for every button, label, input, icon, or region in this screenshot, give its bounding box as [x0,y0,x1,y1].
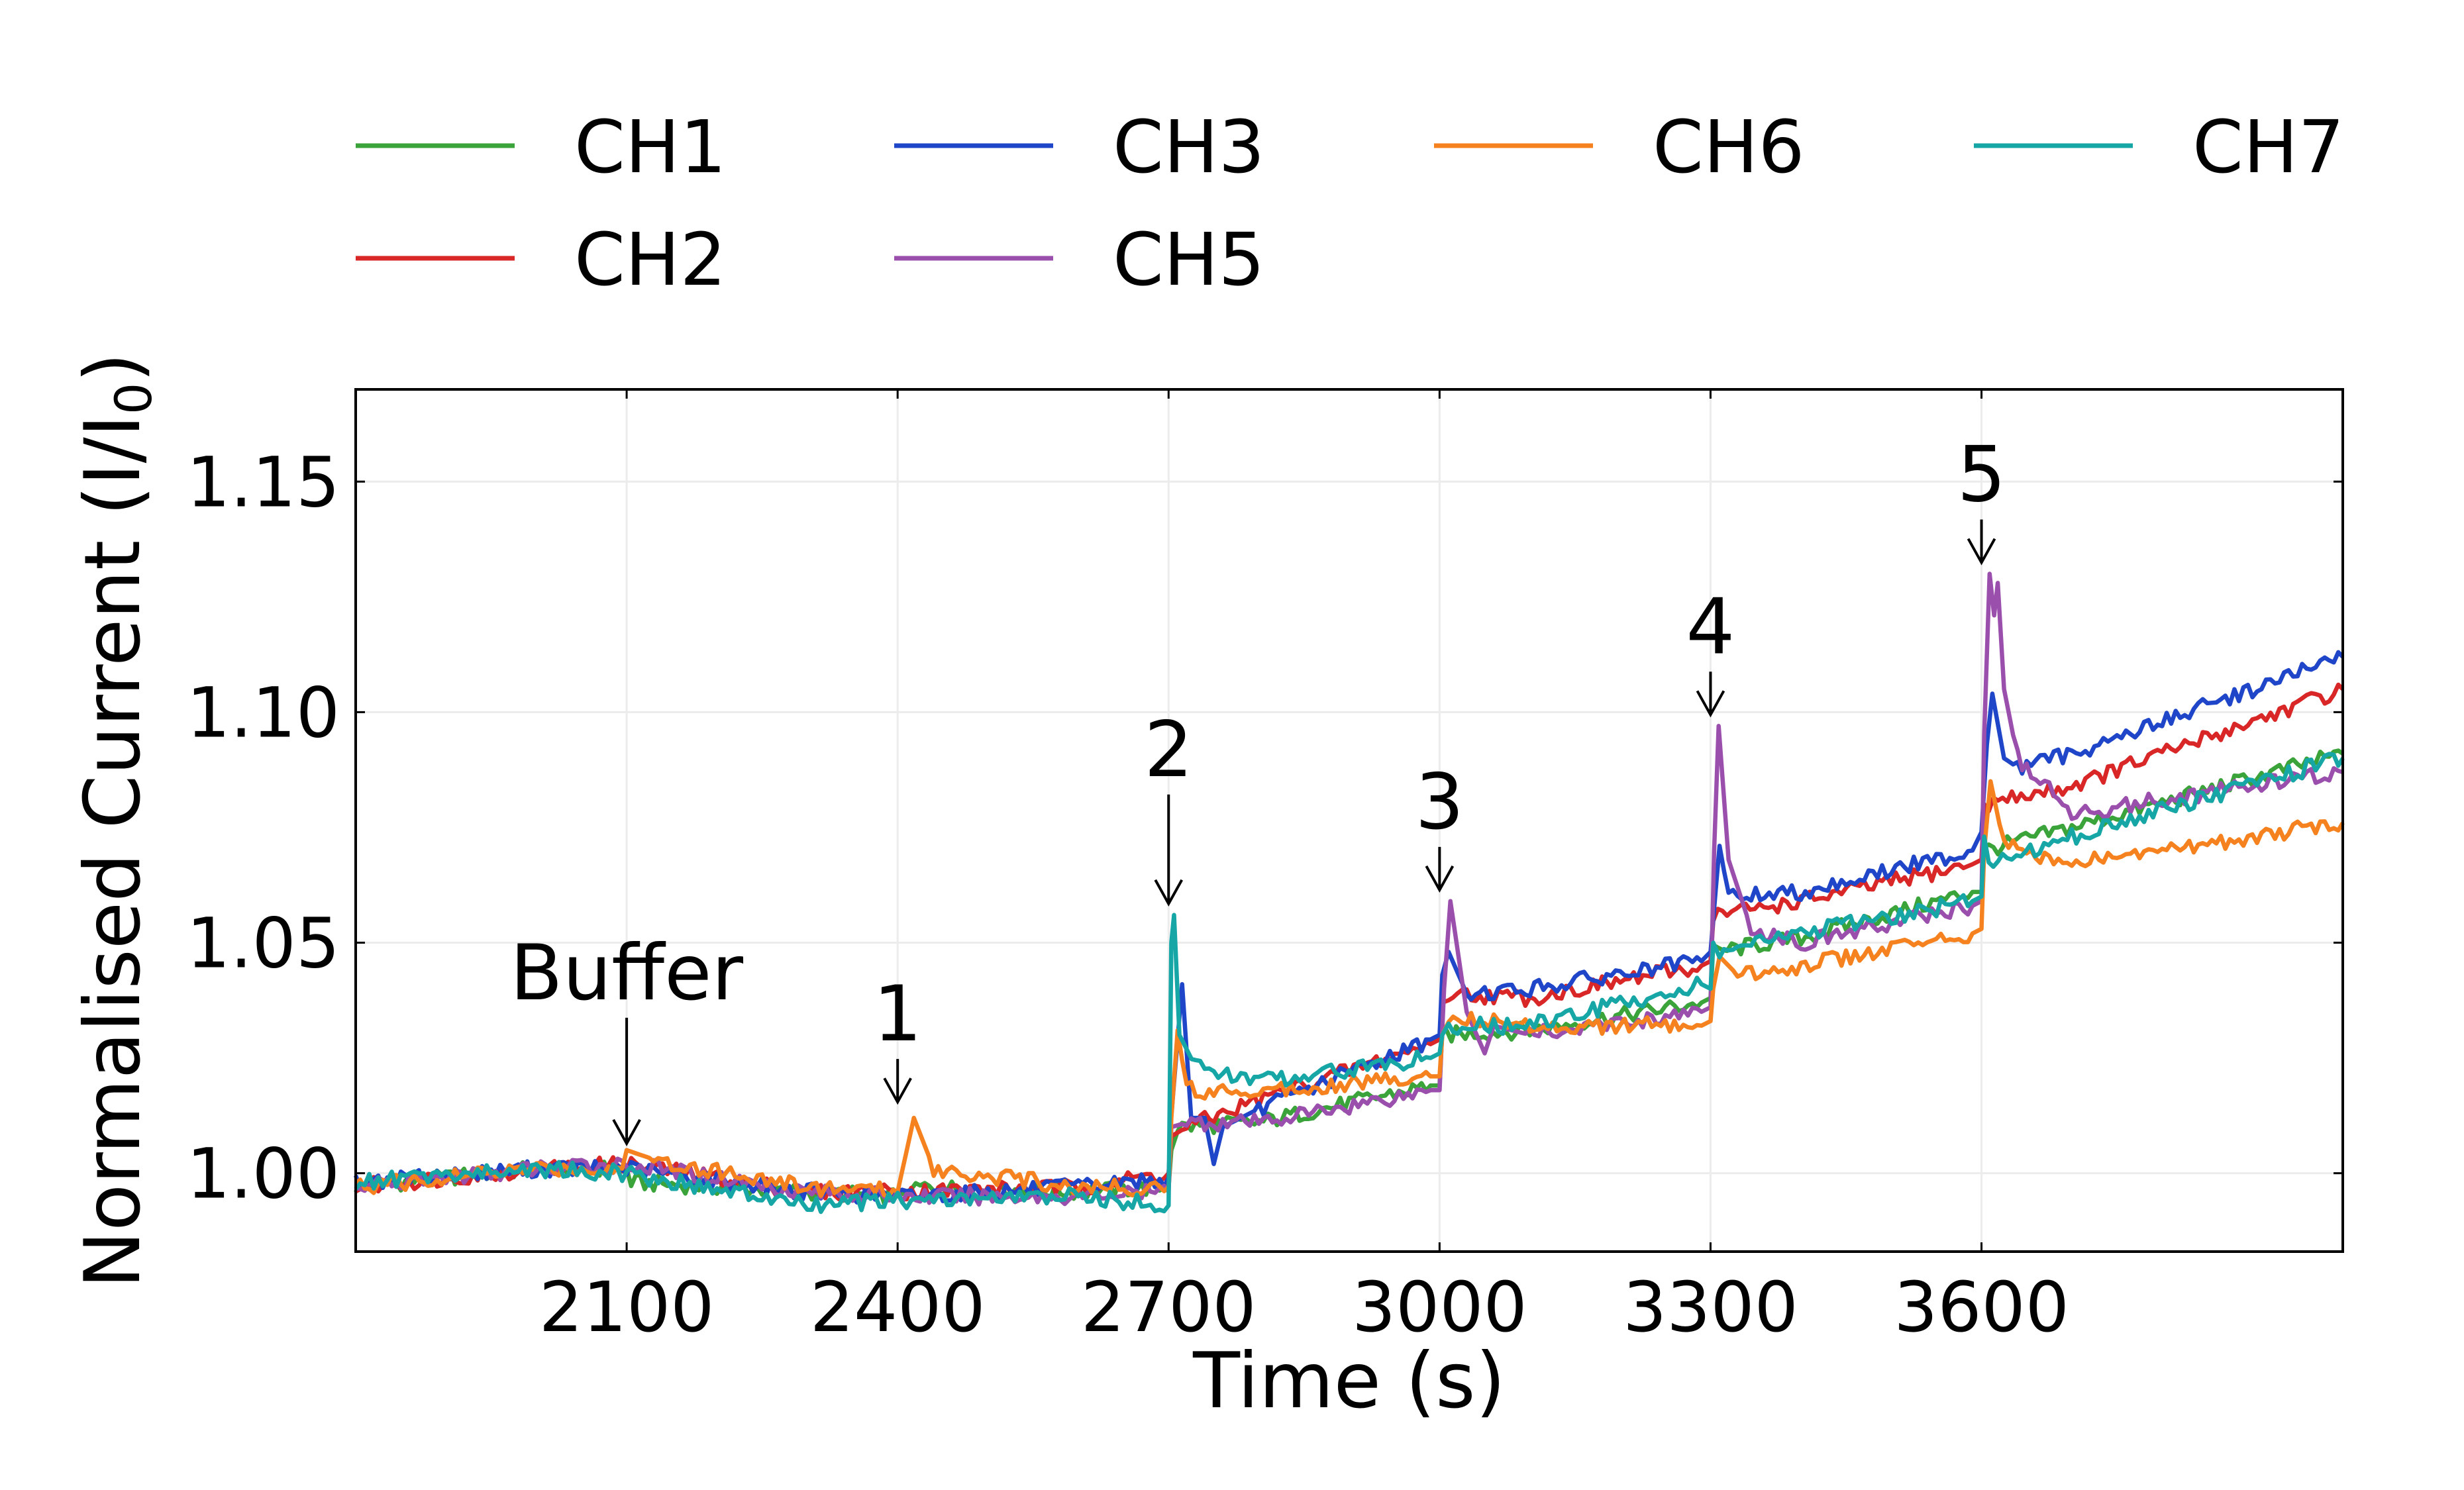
series-layer [353,571,2345,1215]
annotation-arrow-head [883,1077,912,1105]
annotation-label: 1 [873,969,922,1059]
axis-ticks: 2100 2400 2700 3000 3300 3600 1.00 1.05 1.10 1.15 [186,389,2343,1348]
x-tick-label: 3300 [1623,1267,1798,1348]
x-tick-label: 2100 [539,1267,715,1348]
y-tick-label: 1.15 [186,442,340,522]
x-tick-label: 3000 [1352,1267,1527,1348]
y-axis-title: Normalised Current (I/I0) [68,352,163,1288]
x-tick-label: 2700 [1081,1267,1257,1348]
series-line-ch6 [354,779,2345,1199]
annotation-arrow-head [612,1118,641,1146]
legend-label-ch2: CH2 [574,217,727,302]
y-axis-title-main: Normalised Current (I/I [68,415,158,1289]
y-axis-title-close: ) [68,352,158,382]
series-line-ch5 [355,571,2343,1207]
legend-label-ch3: CH3 [1113,105,1265,189]
annotation-arrow-head [1425,865,1455,893]
y-tick-label: 1.05 [186,903,340,984]
grid [356,389,2343,1252]
annotation-label: 3 [1415,758,1464,847]
legend-label-ch5: CH5 [1113,217,1265,302]
legend-label-ch6: CH6 [1653,105,1805,189]
annotation-arrow-head [1696,690,1725,718]
legend-label-ch7: CH7 [2192,105,2345,189]
x-tick-label: 2400 [810,1267,986,1348]
annotation-label: 2 [1144,705,1193,795]
y-tick-label: 1.10 [186,672,340,753]
annotation-label: Buffer [510,928,743,1018]
legend-label-ch1: CH1 [574,105,727,189]
annotation-label: 4 [1686,582,1735,671]
annotation-label: 5 [1957,430,2006,520]
x-tick-label: 3600 [1894,1267,2069,1348]
annotation-arrow-head [1967,538,1996,566]
x-axis-title: Time (s) [1192,1336,1506,1426]
annotations: Buffer 1 2 3 4 5 [510,430,2006,1146]
y-tick-label: 1.00 [186,1134,340,1215]
annotation-arrow-head [1154,879,1184,907]
series-line-ch7 [354,752,2345,1215]
y-axis-title-subscript: 0 [104,383,163,415]
series-line-ch3 [353,650,2345,1205]
plot-area-frame [354,388,2344,1253]
series-line-ch1 [354,748,2344,1206]
legend: CH1 CH2 CH3 CH5 CH6 CH7 [356,105,2345,302]
